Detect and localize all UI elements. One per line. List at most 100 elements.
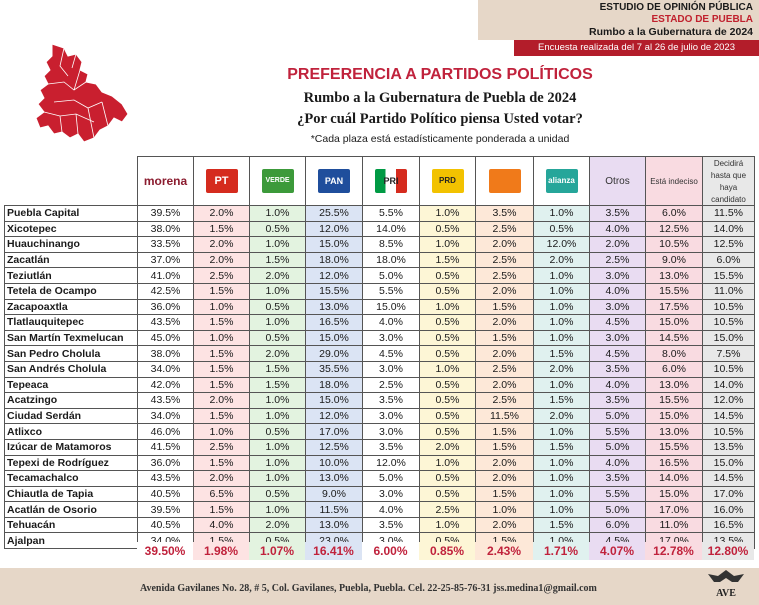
cell-pan: 10.0% (305, 454, 363, 472)
header-blank (4, 156, 138, 206)
cell-ninguno: 6.0% (702, 251, 755, 269)
table-row: Xicotepec 38.0% 1.5% 0.5% 12.0% 14.0% 0.5% 2.5%… (4, 220, 755, 238)
table-row: Tetela de Ocampo 42.5% 1.5% 1.0% 15.5% 5.5% 0.… (4, 282, 755, 300)
cell-mc: 2.5% (475, 392, 534, 409)
table-row: Acatzingo 43.5% 2.0% 1.0% 15.0% 3.5% 0.5% 2.5% 1… (4, 392, 755, 409)
cell-morena: 43.5% (137, 314, 194, 331)
cell-prd: 0.5% (419, 470, 476, 487)
cell-mc: 2.5% (475, 267, 534, 284)
cell-otros: 4.0% (589, 220, 646, 238)
cell-alianza: 0.5% (533, 220, 590, 238)
cell-pt: 2.0% (193, 251, 250, 269)
municipality-name: San Pedro Cholula (4, 345, 138, 362)
cell-prd: 2.0% (419, 438, 476, 456)
cell-indeciso: 6.0% (645, 205, 703, 222)
cell-prd: 1.0% (419, 298, 476, 316)
cell-otros: 4.5% (589, 345, 646, 362)
ave-logo-icon: AVE (708, 570, 744, 599)
cell-mc: 1.5% (475, 485, 534, 503)
header-decidira: Decidirá hasta que haya candidato (702, 156, 755, 206)
cell-prd: 1.0% (419, 236, 476, 253)
cell-ninguno: 15.5% (702, 267, 755, 284)
cell-ninguno: 14.5% (702, 470, 755, 487)
header-mc (475, 156, 534, 206)
report-subtitle: Rumbo a la Gubernatura de Puebla de 2024 (303, 90, 577, 106)
cell-verde: 2.0% (249, 516, 306, 534)
cell-alianza: 1.5% (533, 345, 590, 362)
cell-verde: 0.5% (249, 220, 306, 238)
cell-alianza: 2.0% (533, 360, 590, 378)
cell-morena: 33.5% (137, 236, 194, 253)
cell-pri: 3.0% (362, 407, 420, 425)
cell-mc: 2.0% (475, 345, 534, 362)
header-pt: PT (193, 156, 250, 206)
results-table-body: Puebla Capital 39.5% 2.0% 1.0% 25.5% 5.5% 1.0%… (4, 205, 755, 550)
cell-verde: 1.0% (249, 501, 306, 518)
cell-prd: 0.5% (419, 267, 476, 284)
cell-prd: 0.5% (419, 282, 476, 300)
cell-pri: 3.0% (362, 485, 420, 503)
table-row: Chiautla de Tapia 40.5% 6.5% 0.5% 9.0% 3.0% 0.… (4, 485, 755, 503)
cell-pri: 3.0% (362, 423, 420, 440)
cell-mc: 1.5% (475, 438, 534, 456)
cell-indeciso: 13.0% (645, 267, 703, 284)
cell-pt: 2.0% (193, 470, 250, 487)
cell-alianza: 1.0% (533, 298, 590, 316)
table-row: Tepeaca 42.0% 1.5% 1.5% 18.0% 2.5% 0.5% 2.0% 1.0… (4, 376, 755, 394)
pt-logo-icon: PT (205, 169, 238, 193)
cell-alianza: 1.5% (533, 438, 590, 456)
cell-pri: 8.5% (362, 236, 420, 253)
municipality-name: Zacatlán (4, 251, 138, 269)
cell-indeciso: 15.0% (645, 407, 703, 425)
table-row: Huauchinango 33.5% 2.0% 1.0% 15.0% 8.5% 1.0% 2.… (4, 236, 755, 253)
header-otros: Otros (589, 156, 646, 206)
cell-ninguno: 14.5% (702, 407, 755, 425)
cell-pt: 1.5% (193, 376, 250, 394)
cell-verde: 1.5% (249, 251, 306, 269)
header-pri: PRI (362, 156, 420, 206)
cell-indeciso: 15.5% (645, 392, 703, 409)
cell-morena: 38.0% (137, 345, 194, 362)
cell-indeciso: 15.5% (645, 438, 703, 456)
cell-pt: 4.0% (193, 516, 250, 534)
cell-verde: 0.5% (249, 423, 306, 440)
cell-otros: 5.0% (589, 501, 646, 518)
cell-ninguno: 11.5% (702, 205, 755, 222)
cell-mc: 2.5% (475, 360, 534, 378)
cell-pan: 12.5% (305, 438, 363, 456)
cell-pt: 1.5% (193, 345, 250, 362)
cell-pan: 25.5% (305, 205, 363, 222)
cell-pri: 5.5% (362, 205, 420, 222)
cell-ninguno: 7.5% (702, 345, 755, 362)
municipality-name: Tepeaca (4, 376, 138, 394)
municipality-name: Tepexi de Rodríguez (4, 454, 138, 472)
cell-alianza: 1.0% (533, 314, 590, 331)
cell-pt: 2.5% (193, 267, 250, 284)
cell-otros: 2.0% (589, 236, 646, 253)
cell-indeciso: 12.5% (645, 220, 703, 238)
municipality-name: Xicotepec (4, 220, 138, 238)
header-pan: PAN (305, 156, 363, 206)
cell-otros: 4.5% (589, 314, 646, 331)
cell-pan: 12.0% (305, 407, 363, 425)
cell-pan: 12.0% (305, 267, 363, 284)
cell-pt: 1.5% (193, 360, 250, 378)
pan-logo-icon: PAN (318, 169, 350, 193)
cell-prd: 0.5% (419, 314, 476, 331)
cell-alianza: 1.0% (533, 282, 590, 300)
cell-pri: 2.5% (362, 376, 420, 394)
cell-morena: 42.0% (137, 376, 194, 394)
cell-prd: 0.5% (419, 392, 476, 409)
cell-otros: 4.0% (589, 282, 646, 300)
total-indeciso: 12.78% (645, 542, 702, 560)
cell-morena: 37.0% (137, 251, 194, 269)
cell-pan: 15.0% (305, 329, 363, 347)
footer-contact: Avenida Gavilanes No. 28, # 5, Col. Gavi… (140, 583, 597, 594)
cell-ninguno: 14.0% (702, 376, 755, 394)
cell-morena: 42.5% (137, 282, 194, 300)
cell-pan: 13.0% (305, 516, 363, 534)
total-mc: 2.43% (475, 542, 533, 560)
cell-pan: 9.0% (305, 485, 363, 503)
cell-pri: 5.0% (362, 470, 420, 487)
cell-pan: 15.5% (305, 282, 363, 300)
